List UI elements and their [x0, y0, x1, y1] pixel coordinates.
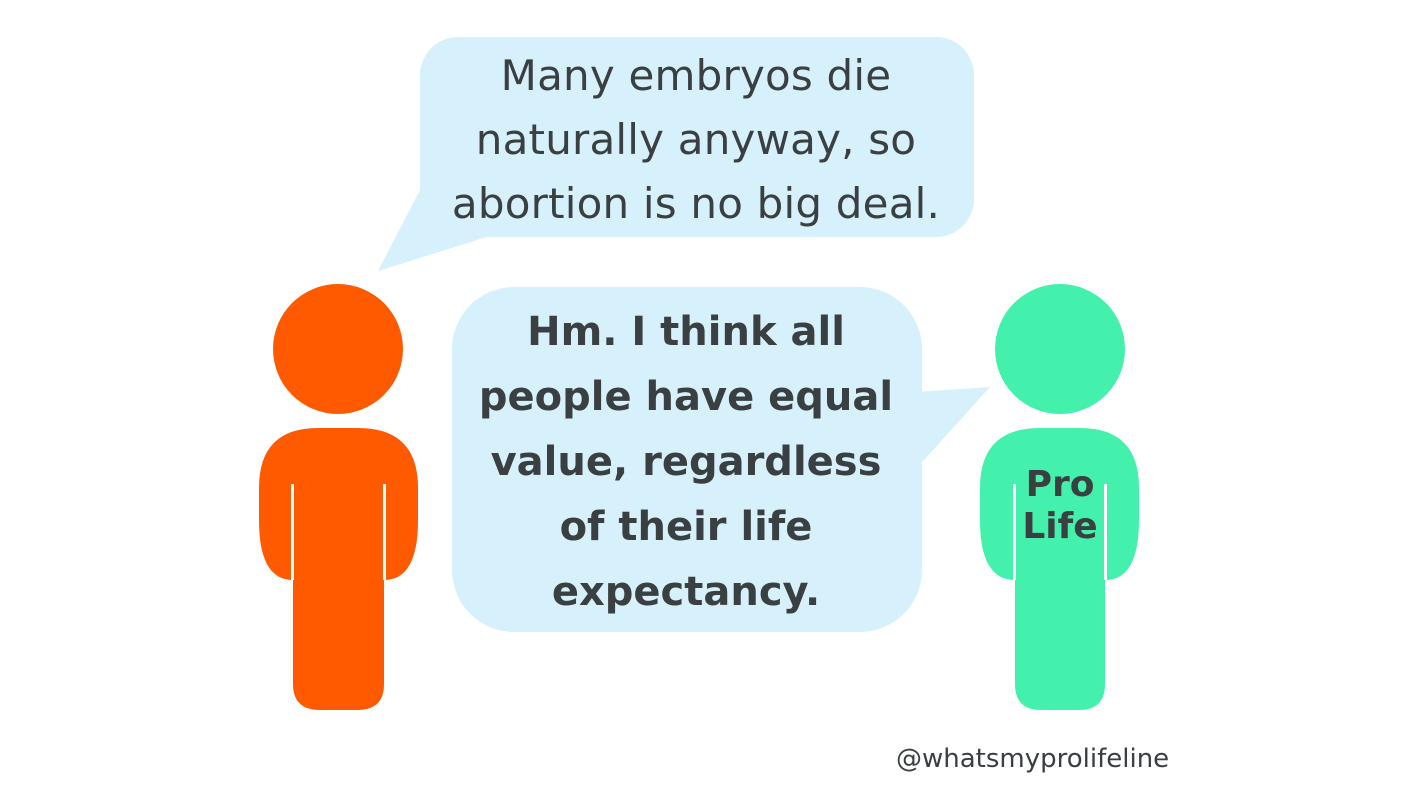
speech-bottom-line: value, regardless — [490, 439, 882, 485]
person-left — [259, 284, 418, 710]
shirt-label-line1: Pro — [1025, 464, 1095, 505]
speech-bottom-line: people have equal — [478, 374, 894, 420]
shirt-label: Pro Life — [998, 464, 1122, 548]
social-handle: @whatsmyprolifeline — [896, 744, 1170, 774]
speech-text-bottom: Hm. I think all people have equal value,… — [452, 300, 920, 625]
shirt-label-line2: Life — [1022, 506, 1098, 547]
speech-top-line: abortion is no big deal. — [451, 179, 941, 228]
speech-bubble-bottom — [452, 287, 990, 632]
speech-top-line: naturally anyway, so — [475, 115, 917, 164]
speech-bottom-line: Hm. I think all — [527, 309, 845, 355]
person-right — [980, 284, 1139, 710]
speech-top-line: Many embryos die — [500, 51, 892, 100]
speech-bubble-top — [378, 37, 974, 271]
speech-text-top: Many embryos die naturally anyway, so ab… — [420, 44, 972, 236]
speech-bottom-line: of their life — [559, 504, 813, 550]
speech-bottom-line: expectancy. — [551, 569, 821, 615]
